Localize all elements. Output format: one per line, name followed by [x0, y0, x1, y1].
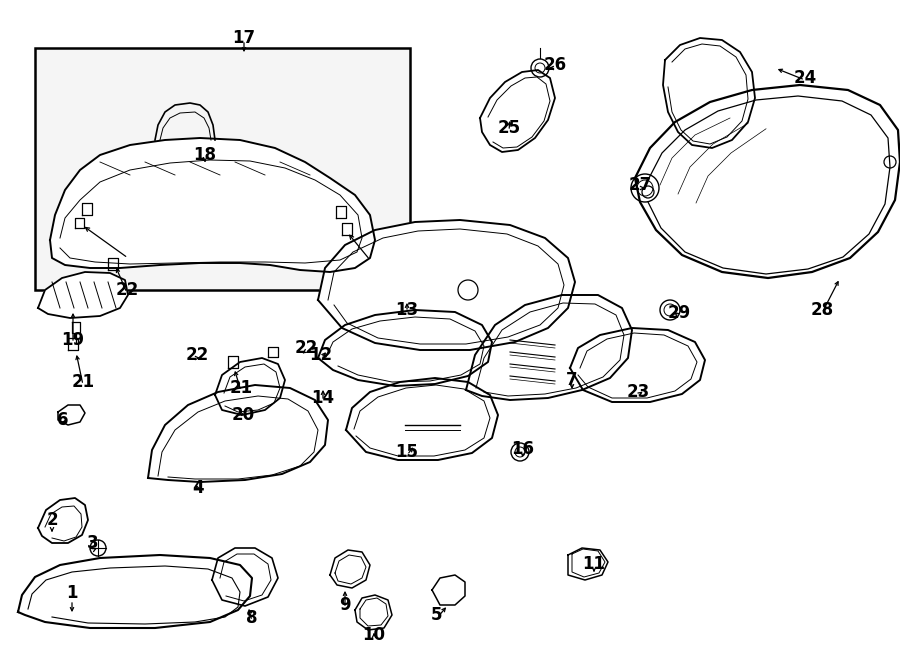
Text: 15: 15	[395, 443, 419, 461]
Text: 21: 21	[71, 373, 94, 391]
Text: 28: 28	[810, 301, 833, 319]
Polygon shape	[38, 272, 128, 318]
Polygon shape	[50, 138, 375, 272]
Polygon shape	[212, 548, 278, 606]
Polygon shape	[346, 378, 498, 460]
Text: 1: 1	[67, 584, 77, 602]
Polygon shape	[635, 85, 900, 278]
Polygon shape	[432, 575, 465, 605]
Polygon shape	[466, 295, 632, 400]
Text: 4: 4	[193, 479, 203, 497]
Text: 19: 19	[61, 331, 85, 349]
Polygon shape	[568, 548, 608, 580]
Text: 23: 23	[626, 383, 650, 401]
Text: 9: 9	[339, 596, 351, 614]
Text: 29: 29	[668, 304, 690, 322]
Text: 22: 22	[294, 339, 318, 357]
Polygon shape	[38, 498, 88, 543]
Text: 7: 7	[566, 371, 578, 389]
Text: 6: 6	[58, 411, 68, 429]
Polygon shape	[663, 38, 755, 148]
Text: 17: 17	[232, 29, 256, 47]
Text: 22: 22	[185, 346, 209, 364]
Polygon shape	[318, 310, 492, 386]
Text: 16: 16	[511, 440, 535, 458]
Text: 22: 22	[115, 281, 139, 299]
Polygon shape	[570, 328, 705, 402]
Text: 13: 13	[395, 301, 419, 319]
Text: 14: 14	[311, 389, 335, 407]
Polygon shape	[148, 385, 328, 482]
Text: 11: 11	[582, 555, 606, 573]
Text: 25: 25	[498, 119, 520, 137]
Text: 3: 3	[87, 534, 99, 552]
Text: 12: 12	[310, 346, 333, 364]
Polygon shape	[215, 358, 285, 415]
Bar	[35, 48, 410, 290]
Text: 8: 8	[247, 609, 257, 627]
Polygon shape	[318, 220, 575, 350]
Polygon shape	[58, 405, 85, 425]
Text: 10: 10	[363, 626, 385, 644]
Text: 26: 26	[544, 56, 567, 74]
Polygon shape	[480, 70, 555, 152]
Text: 20: 20	[231, 406, 255, 424]
Text: 24: 24	[794, 69, 816, 87]
Text: 2: 2	[46, 511, 58, 529]
Polygon shape	[355, 595, 392, 630]
Polygon shape	[18, 555, 252, 628]
Text: 27: 27	[628, 176, 652, 194]
Text: 21: 21	[230, 379, 253, 397]
Polygon shape	[330, 550, 370, 588]
Text: 5: 5	[431, 606, 443, 624]
Text: 18: 18	[194, 146, 217, 164]
